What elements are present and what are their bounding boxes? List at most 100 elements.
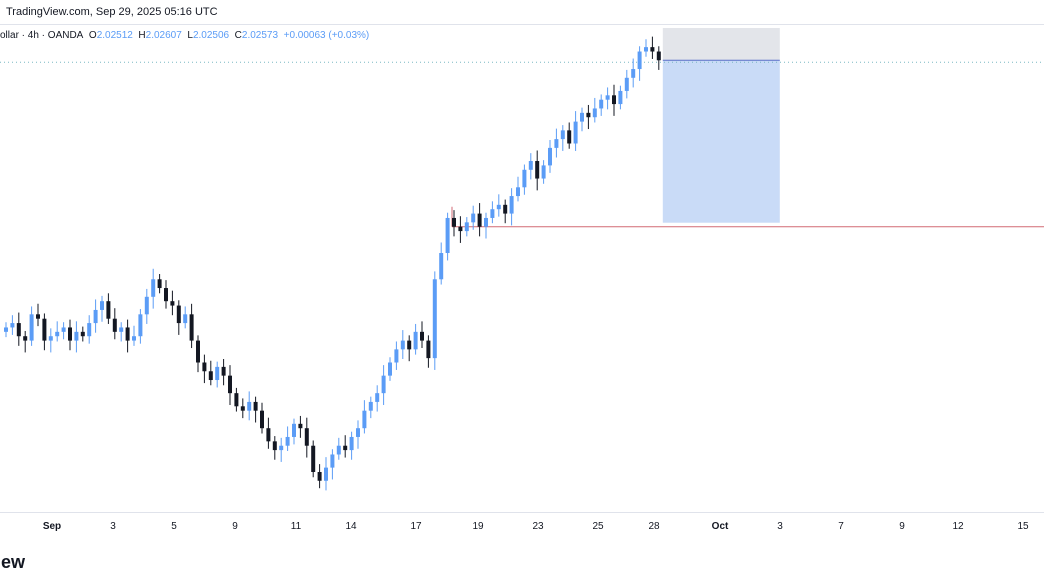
time-axis-label: 5 (171, 521, 177, 532)
close-label: C (234, 30, 242, 41)
time-axis-label: 12 (952, 521, 964, 532)
candle-body (23, 336, 28, 341)
candle-body (202, 362, 207, 372)
candle-body (285, 436, 290, 446)
footer: iew (0, 538, 1044, 588)
candle-body (388, 362, 392, 376)
change-value: +0.00063 (+0.03%) (283, 30, 370, 41)
candle-body (445, 217, 450, 253)
candle-body (4, 327, 8, 332)
open-label: O (88, 30, 97, 41)
candle-body (535, 161, 540, 179)
time-axis-label: 23 (532, 521, 544, 532)
candle-body (132, 336, 136, 341)
candle-body (119, 327, 124, 332)
candle-body (362, 410, 367, 429)
candle-body (637, 51, 642, 70)
candle-body (324, 467, 328, 481)
candle-body (650, 47, 655, 52)
candle-body (215, 366, 220, 381)
tradingview-logo: iew (0, 552, 26, 572)
candle-body (394, 349, 399, 363)
time-axis-label: Sep (42, 521, 62, 532)
candle-body (368, 401, 373, 411)
candle-body (106, 301, 111, 319)
candle-body (253, 401, 258, 411)
candle-body (560, 130, 565, 140)
time-axis-label: 9 (899, 521, 905, 532)
price-chart[interactable] (0, 24, 1044, 512)
candle-body (279, 445, 284, 451)
candle-body (599, 99, 604, 109)
time-axis-label: 3 (110, 521, 116, 532)
open-value: 2.02512 (96, 30, 133, 41)
candle-body (183, 314, 188, 324)
close-value: 2.02573 (241, 30, 279, 41)
candle-body (407, 340, 412, 350)
time-axis-label: 14 (345, 521, 357, 532)
candle-body (624, 77, 629, 91)
candle-body (496, 204, 501, 210)
candle-body (656, 51, 661, 61)
candle-body (509, 196, 514, 214)
candle-body (336, 445, 341, 455)
candle-body (10, 323, 15, 328)
time-axis-label: 28 (648, 521, 660, 532)
candle-body (580, 112, 584, 122)
candle-body (573, 121, 578, 144)
time-axis-label: Oct (711, 521, 729, 532)
candle-body (420, 331, 424, 341)
candle-body (503, 204, 508, 214)
candle-body (151, 279, 156, 297)
candle-body (458, 226, 463, 232)
position-tool[interactable] (662, 28, 780, 223)
time-axis-label: 17 (410, 521, 422, 532)
take-profit-zone (662, 60, 780, 223)
time-axis-label: 3 (777, 521, 783, 532)
candle-body (567, 130, 572, 144)
low-label: L (187, 30, 193, 41)
candle-body (311, 445, 316, 472)
candle-body (260, 410, 264, 429)
candle-body (400, 340, 405, 350)
candle-body (42, 318, 47, 341)
header-bar: TradingView.com, Sep 29, 2025 05:16 UTC (0, 0, 1044, 25)
stop-loss-zone (662, 28, 780, 61)
candle-body (125, 327, 130, 341)
symbol-name[interactable]: ollar · 4h · OANDA (0, 30, 84, 41)
candle-body (176, 305, 181, 324)
candle-body (541, 165, 546, 179)
candle-body (221, 366, 226, 376)
candle-body (240, 406, 245, 411)
candle-body (618, 90, 623, 105)
high-value: 2.02607 (145, 30, 182, 41)
candle-body (516, 187, 520, 197)
candle-body (138, 314, 143, 337)
candle-body (522, 169, 527, 188)
candle-body (631, 69, 636, 78)
candle-body (330, 454, 335, 468)
candle-body (413, 331, 418, 350)
candle-body (234, 393, 239, 407)
candle-body (452, 217, 456, 227)
candle-body (381, 375, 386, 394)
candle-body (68, 327, 72, 341)
candle-body (112, 318, 117, 332)
candle-body (477, 213, 482, 227)
candle-body (266, 428, 271, 442)
symbol-legend: ollar · 4h · OANDA O2.02512 H2.02607 L2.… (0, 30, 369, 41)
time-axis-label: 7 (838, 521, 844, 532)
candle-body (189, 314, 194, 341)
candle-body (272, 441, 277, 451)
candle-body (208, 371, 213, 381)
candle-body (196, 340, 200, 363)
candle-body (464, 222, 469, 232)
candle-body (586, 112, 591, 118)
candle-body (74, 331, 79, 341)
candle-series (4, 36, 661, 491)
candle-body (548, 147, 552, 166)
candle-body (292, 423, 296, 437)
candle-body (304, 428, 309, 446)
time-axis[interactable]: Sep 3 5 9 11 14 17 19 23 25 28 Oct 3 7 9 12 15 (0, 512, 1044, 539)
source-timestamp: TradingView.com, Sep 29, 2025 05:16 UTC (6, 6, 218, 18)
